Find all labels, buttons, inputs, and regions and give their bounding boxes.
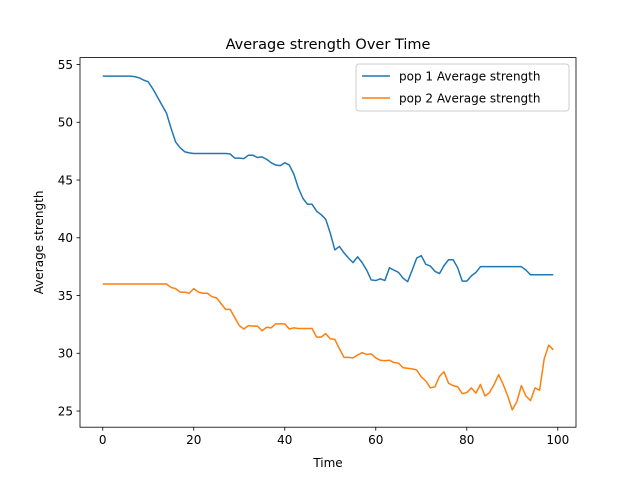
- y-tick-label: 55: [58, 58, 73, 72]
- x-axis: 0 20 40 60 80 100: [99, 427, 569, 447]
- x-tick-label: 80: [459, 433, 474, 447]
- x-axis-label: Time: [312, 456, 342, 470]
- legend: pop 1 Average strength pop 2 Average stre…: [355, 63, 570, 112]
- y-tick-label: 45: [58, 173, 73, 187]
- x-tick-label: 100: [546, 433, 569, 447]
- chart-title: Average strength Over Time: [226, 37, 431, 53]
- series-line-pop-2: [102, 283, 554, 411]
- legend-label-pop-2: pop 2 Average strength: [399, 91, 540, 105]
- x-tick-label: 60: [368, 433, 383, 447]
- y-tick-label: 25: [58, 404, 73, 418]
- axes-frame: [79, 57, 577, 428]
- y-axis-label: Average strength: [32, 191, 46, 295]
- y-tick-label: 50: [58, 116, 73, 130]
- y-tick-label: 30: [58, 347, 73, 361]
- legend-box: [355, 63, 570, 112]
- y-tick-label: 40: [58, 231, 73, 245]
- x-tick-label: 0: [99, 433, 107, 447]
- y-axis: 25 30 35 40 45 50 55: [58, 58, 80, 418]
- x-tick-label: 20: [186, 433, 201, 447]
- legend-label-pop-1: pop 1 Average strength: [399, 69, 540, 83]
- x-tick-label: 40: [277, 433, 292, 447]
- series-line-pop-1: [102, 75, 554, 283]
- y-tick-label: 35: [58, 289, 73, 303]
- plot-area: [102, 75, 554, 411]
